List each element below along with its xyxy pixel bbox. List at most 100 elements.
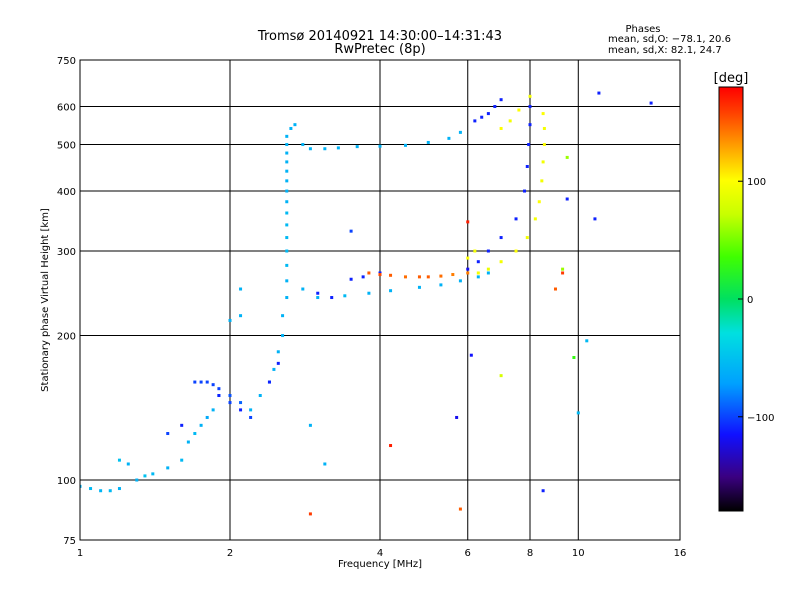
data-point [80,484,82,488]
data-point [281,334,285,338]
data-point [542,143,546,147]
data-point [293,123,297,127]
plot-grid [80,60,680,540]
data-point [316,291,320,295]
data-point [117,458,121,462]
data-point [361,275,365,279]
data-point [285,169,289,173]
colorbar-tick-label: 0 [747,295,753,306]
data-point [541,489,545,493]
data-point [378,144,382,148]
data-point [486,249,490,253]
data-point [323,147,327,151]
x-tick-label: 8 [527,548,533,559]
data-point [417,285,421,289]
data-point [289,126,293,130]
data-point [285,134,289,138]
data-point [527,143,531,147]
data-point [523,189,527,193]
colorbar-tick-label: 100 [747,177,766,188]
legend-line-x: mean, sd,X: 82.1, 24.7 [608,45,722,56]
data-point [389,289,393,293]
data-point [285,179,289,183]
data-point [211,383,215,387]
data-point [451,273,455,277]
data-point [330,296,334,300]
data-point [249,415,253,419]
y-tick-label: 75 [63,536,76,547]
data-point [458,507,462,511]
data-point [403,143,407,147]
data-point [276,361,280,365]
data-point [166,432,170,436]
data-point [316,296,320,300]
data-point [473,119,477,123]
data-point [228,394,232,398]
data-point [308,423,312,427]
data-point [228,401,232,405]
data-point [108,489,112,493]
data-point [249,408,253,412]
data-point [565,197,569,201]
data-point [151,472,155,476]
data-point [180,458,184,462]
data-point [537,200,541,204]
colorbar-ticks: 100 0 −100 [738,177,774,424]
data-point [499,260,503,264]
data-point [469,353,473,357]
data-point [285,143,289,147]
data-point [508,119,512,123]
x-tick-label: 16 [674,548,687,559]
data-point [199,380,203,384]
data-point [285,189,289,193]
data-point [239,401,243,405]
data-point [466,267,470,271]
data-point [193,432,197,436]
data-point [476,275,480,279]
data-point [285,236,289,240]
data-point [301,287,305,291]
data-point [355,145,359,149]
data-point [426,140,430,144]
data-point [308,147,312,151]
data-point [389,273,393,277]
data-point [323,462,327,466]
data-point [576,411,580,415]
data-point [199,423,203,427]
data-point [239,314,243,318]
data-point [180,423,184,427]
data-point [455,415,459,419]
data-point [514,249,518,253]
data-point [525,164,529,168]
data-point [439,274,443,278]
x-tick-label: 2 [227,548,233,559]
data-point [217,394,221,398]
data-point [285,211,289,215]
data-point [285,200,289,204]
data-point [585,339,589,343]
chart-subtitle: RwPretec (8p) [334,42,425,57]
data-point [466,256,470,260]
data-points [80,91,653,516]
data-point [285,151,289,155]
data-point [466,271,470,275]
data-point [349,277,353,281]
data-point [276,350,280,354]
data-point [542,126,546,130]
data-point [166,466,170,470]
y-tick-label: 600 [57,103,76,114]
data-point [499,98,503,102]
data-point [476,260,480,264]
data-point [258,394,262,398]
data-point [493,105,497,109]
data-point [186,440,190,444]
data-point [593,217,597,221]
data-point [285,296,289,300]
data-point [486,271,490,275]
data-point [561,267,565,271]
data-point [486,267,490,271]
data-point [572,355,576,359]
data-point [367,291,371,295]
